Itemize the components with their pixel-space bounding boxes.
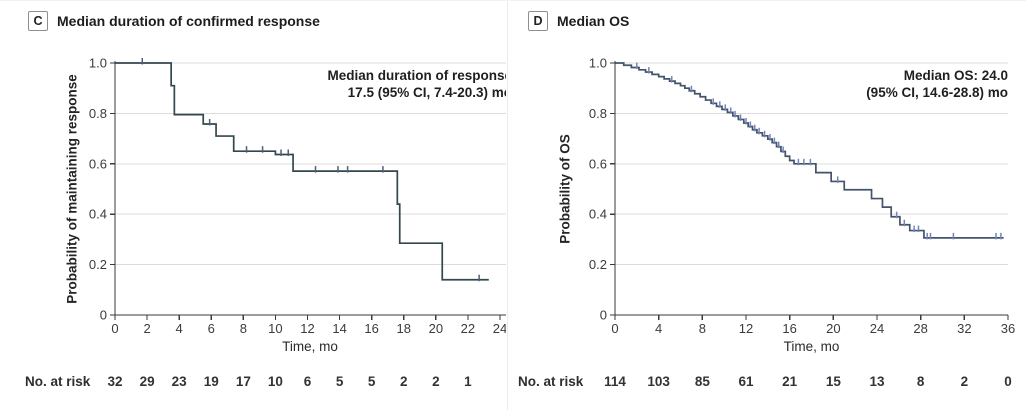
y-tick-label: 0.8: [589, 106, 607, 121]
at-risk-count: 19: [204, 374, 219, 389]
panel-title-d: Median OS: [557, 13, 630, 29]
x-tick-label: 0: [611, 321, 618, 336]
at-risk-count: 13: [869, 374, 885, 389]
panel-letter-d: D: [528, 11, 548, 31]
x-tick-label: 8: [699, 321, 706, 336]
x-tick-label: 8: [240, 321, 247, 336]
at-risk-count: 0: [1004, 374, 1012, 389]
panel-c: 0 0.2 0.4 0.6 0.8 1.0 0 2 4 6 8 10 12 14 16 18 20 22 24 32 2…: [0, 1, 506, 410]
at-risk-count: 6: [304, 374, 312, 389]
panel-title-c: Median duration of confirmed response: [57, 13, 320, 29]
at-risk-count: 8: [917, 374, 925, 389]
x-tick-label: 6: [208, 321, 215, 336]
x-axis-label-d: Time, mo: [783, 339, 840, 354]
x-tick-label: 20: [826, 321, 840, 336]
at-risk-count: 1: [464, 374, 472, 389]
at-risk-count: 29: [140, 374, 155, 389]
x-tick-label: 18: [397, 321, 411, 336]
annotation-c-line1: Median duration of response: [327, 68, 506, 83]
y-tick-label: 0.6: [89, 156, 107, 171]
y-axis-label-c: Probability of maintaining response: [64, 74, 80, 304]
x-tick-label: 32: [957, 321, 971, 336]
at-risk-count: 5: [368, 374, 376, 389]
x-tick-label: 24: [493, 321, 506, 336]
x-tick-label: 16: [364, 321, 378, 336]
x-tick-label: 20: [429, 321, 443, 336]
y-tick-label: 0.4: [589, 207, 607, 222]
panel-header-d: D Median OS: [528, 11, 629, 31]
at-risk-count: 2: [961, 374, 969, 389]
annotation-d-line1: Median OS: 24.0: [903, 68, 1008, 83]
x-axis-label-c: Time, mo: [282, 339, 338, 354]
at-risk-count: 15: [826, 374, 842, 389]
x-tick-label: 4: [176, 321, 183, 336]
annotation-d-line2: (95% CI, 14.6-28.8) mo: [866, 85, 1008, 100]
at-risk-count: 61: [738, 374, 754, 389]
km-curve: [115, 62, 489, 281]
at-risk-label-c: No. at risk: [25, 374, 91, 389]
x-tick-label: 4: [655, 321, 662, 336]
y-tick-label: 0: [600, 308, 607, 323]
y-tick-label: 0.8: [89, 106, 107, 121]
x-tick-label: 12: [300, 321, 314, 336]
x-tick-label: 24: [870, 321, 884, 336]
y-tick-label: 1.0: [89, 56, 107, 71]
at-risk-count: 5: [336, 374, 344, 389]
x-tick-label: 28: [913, 321, 927, 336]
at-risk-count: 2: [400, 374, 408, 389]
annotation-c: Median duration of response 17.5 (95% CI…: [212, 67, 506, 101]
at-risk-count: 23: [172, 374, 188, 389]
annotation-c-line2: 17.5 (95% CI, 7.4-20.3) mo: [347, 85, 506, 100]
at-risk-count: 114: [604, 374, 626, 389]
x-tick-label: 0: [111, 321, 118, 336]
y-tick-label: 0.6: [589, 156, 607, 171]
x-tick-label: 10: [268, 321, 282, 336]
panel-header-c: C Median duration of confirmed response: [28, 11, 320, 31]
x-tick-label: 16: [782, 321, 796, 336]
at-risk-count: 17: [236, 374, 251, 389]
panel-letter-c: C: [28, 11, 48, 31]
panel-d: 0 0.2 0.4 0.6 0.8 1.0 0 4 8 12 16 20 24 28 32 36 114 103 8…: [513, 1, 1026, 410]
y-tick-label: 0.2: [589, 257, 607, 272]
y-tick-label: 0.2: [89, 257, 107, 272]
annotation-d: Median OS: 24.0 (95% CI, 14.6-28.8) mo: [708, 67, 1008, 101]
x-tick-label: 14: [332, 321, 346, 336]
y-tick-label: 1.0: [589, 56, 607, 71]
x-tick-label: 12: [739, 321, 753, 336]
y-tick-label: 0.4: [89, 207, 107, 222]
at-risk-count: 85: [695, 374, 711, 389]
x-tick-label: 2: [143, 321, 150, 336]
y-axis-label-d: Probability of OS: [557, 134, 573, 244]
y-tick-label: 0: [100, 308, 107, 323]
x-tick-label: 36: [1001, 321, 1015, 336]
at-risk-count: 10: [268, 374, 283, 389]
at-risk-count: 32: [107, 374, 122, 389]
at-risk-label-d: No. at risk: [518, 374, 584, 389]
x-tick-label: 22: [461, 321, 475, 336]
panel-divider: [507, 1, 508, 410]
at-risk-count: 21: [782, 374, 798, 389]
at-risk-count: 103: [647, 374, 670, 389]
at-risk-count: 2: [432, 374, 440, 389]
